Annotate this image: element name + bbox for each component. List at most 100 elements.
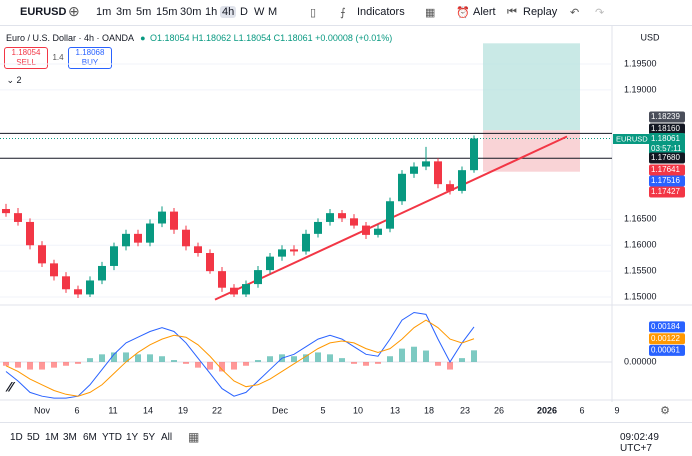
indicators[interactable]: Indicators: [357, 6, 405, 18]
candle-body: [26, 221, 34, 246]
candle-body: [446, 184, 454, 191]
timeframe[interactable]: 5m: [136, 6, 152, 18]
alert-icon[interactable]: ⏰: [456, 7, 470, 19]
histogram-bar: [195, 361, 201, 368]
x-tick-label: 11: [108, 405, 117, 415]
price-tag-text: 1.18160: [651, 124, 680, 133]
currency: USD: [640, 32, 660, 42]
chart-type[interactable]: ▯: [310, 7, 317, 19]
range[interactable]: All: [161, 432, 173, 443]
spread: 1.4: [52, 53, 64, 62]
symbol-tag-text: EURUSD: [616, 134, 648, 143]
price-tag: [649, 186, 685, 198]
indicators-icon[interactable]: ⨍: [340, 7, 346, 19]
buy-button[interactable]: 1.18068 BUY: [68, 47, 112, 69]
histogram-bar: [51, 361, 57, 368]
macd-tag-text: 0.00122: [651, 334, 680, 343]
timeframe[interactable]: 15m: [156, 6, 178, 18]
x-tick-label: 14: [143, 405, 153, 415]
macd-tag-text: 0.00184: [651, 322, 680, 331]
histogram-bar: [399, 348, 405, 362]
range[interactable]: 3M: [63, 432, 77, 443]
timeframe[interactable]: D: [240, 6, 248, 18]
macd-tag: [649, 321, 685, 333]
date-range[interactable]: ▦: [188, 430, 200, 444]
histogram-bar: [435, 361, 441, 366]
timeframe[interactable]: 1h: [205, 6, 218, 18]
histogram-bar: [3, 361, 9, 366]
candle-body: [290, 249, 298, 252]
y-tick-label: 1.19500: [624, 58, 657, 68]
ohlc: O1.18054 H1.18062 L1.18054 C1.18061 +0.0…: [150, 33, 393, 43]
price-tag: [649, 133, 685, 155]
range[interactable]: 6M: [83, 432, 97, 443]
timeframe[interactable]: 30m: [180, 6, 202, 18]
sell-button[interactable]: 1.18054 SELL: [4, 47, 48, 69]
timeframe[interactable]: W: [254, 6, 265, 18]
candle-body: [242, 284, 250, 295]
price-tag-text: 1.17641: [651, 165, 680, 174]
x-tick-label: 19: [178, 405, 188, 415]
settings: ⚙: [660, 405, 670, 417]
candle-body: [230, 287, 238, 295]
histogram-bar: [159, 356, 165, 362]
timeframe[interactable]: M: [268, 6, 278, 18]
candle-body: [62, 276, 70, 290]
replay[interactable]: Replay: [523, 6, 558, 18]
y-tick-label: 1.19000: [624, 84, 657, 94]
redo[interactable]: ↷: [595, 7, 605, 19]
bottom-bar: 1D 5D 1M 3M 6M YTD 1Y 5Y All ▦ 09:02:49 UTC+7: [0, 422, 692, 456]
candle-body: [470, 138, 478, 171]
candle-body: [146, 223, 154, 243]
timeframe[interactable]: 1m: [96, 6, 112, 18]
candle-body: [218, 271, 226, 288]
candle-body: [74, 289, 82, 295]
candle-body: [374, 228, 382, 235]
range[interactable]: 1D: [10, 432, 23, 443]
candle-body: [182, 229, 190, 247]
histogram-bar: [291, 356, 297, 362]
histogram-bar: [63, 361, 69, 366]
macd-tag: [649, 344, 685, 356]
candle-body: [2, 209, 10, 214]
range[interactable]: 1M: [45, 432, 59, 443]
undo[interactable]: ↶: [570, 7, 580, 19]
price-tag-text: 1.17427: [651, 187, 680, 196]
replay-icon[interactable]: ⏮: [507, 6, 517, 18]
layouts[interactable]: ▦: [425, 7, 436, 19]
histogram-bar: [315, 352, 321, 362]
candle-body: [170, 211, 178, 230]
candle-body: [434, 161, 442, 185]
legend: Euro / U.S. Dollar · 4h · OANDA ● O1.180…: [6, 33, 392, 43]
timeframe[interactable]: 4h: [220, 6, 237, 18]
candle-body: [266, 256, 274, 271]
price-tag-text: 1.17516: [651, 176, 680, 185]
candle-body: [386, 201, 394, 229]
histogram-bar: [135, 354, 141, 362]
macd-tag-text: 0.00061: [651, 345, 680, 354]
alert[interactable]: Alert: [473, 6, 496, 18]
candle-body: [458, 170, 466, 191]
histogram-bar: [39, 361, 45, 370]
range[interactable]: YTD: [102, 432, 122, 443]
collapse[interactable]: ⌄ 2: [6, 75, 22, 85]
symbol[interactable]: EURUSD: [20, 6, 67, 18]
range[interactable]: 5D: [27, 432, 40, 443]
histogram-bar: [75, 361, 81, 364]
candle-body: [38, 245, 46, 264]
x-tick-label: 2026: [537, 405, 557, 415]
candle-body: [302, 233, 310, 252]
histogram-bar: [387, 356, 393, 362]
range[interactable]: 5Y: [143, 432, 156, 443]
candle-body: [122, 233, 130, 247]
range[interactable]: 1Y: [126, 432, 139, 443]
y-tick-label: 1.15000: [624, 291, 657, 301]
timeframe[interactable]: 3m: [116, 6, 132, 18]
add-symbol[interactable]: ⊕: [68, 3, 80, 19]
histogram-bar: [339, 358, 345, 362]
price-tag-text: 1.18239: [651, 112, 680, 121]
histogram-bar: [27, 361, 33, 370]
candle-body: [326, 213, 334, 222]
logo: ⁄⁄: [5, 379, 15, 395]
countdown: 03:57:11: [651, 144, 682, 153]
